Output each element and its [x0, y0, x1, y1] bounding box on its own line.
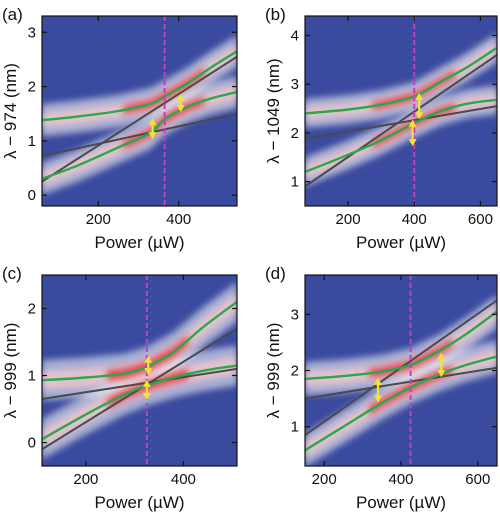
upper-polariton-branch	[42, 50, 237, 122]
y-tick-label: 1	[291, 419, 299, 436]
y-tick-label: 3	[291, 76, 299, 93]
panel-1: 200 400 0 1 2 3 Power (µW) λ − 974 (nm) (a)	[1, 5, 238, 252]
splitting-arrow-head-down	[176, 105, 185, 112]
splitting-arrow-head-down	[144, 368, 153, 376]
heatmap-area	[42, 275, 237, 466]
panel-label: (a)	[2, 5, 23, 24]
x-tick-label: 200	[86, 211, 111, 228]
splitting-arrow-head-up	[415, 92, 424, 100]
splitting-arrow-head-up	[176, 93, 185, 101]
y-tick-label: 1	[28, 133, 36, 150]
x-tick-label: 400	[171, 471, 196, 488]
x-axis-title: Power (µW)	[94, 493, 184, 512]
panel-3: 200 400 0 1 2 Power (µW) λ − 999 (nm) (c)	[1, 264, 238, 512]
splitting-arrow-head-down	[415, 112, 424, 120]
panel-4: 200 400 600 1 2 3 Power (µW) λ − 999 (nm) (d)	[264, 264, 498, 512]
splitting-arrow-head-down	[437, 370, 446, 378]
panel-label: (d)	[265, 264, 286, 283]
y-tick-label: 2	[28, 79, 36, 96]
splitting-arrow-head-down	[148, 132, 157, 140]
plot-frame	[304, 15, 498, 207]
emission-peak	[369, 338, 453, 378]
x-tick-label: 400	[166, 211, 191, 228]
emission-peak	[107, 334, 189, 381]
heatmap-area	[42, 16, 237, 206]
splitting-arrow-head-up	[437, 352, 446, 360]
lower-polariton-branch	[42, 90, 237, 181]
y-tick-label: 4	[291, 27, 299, 44]
splitting-arrow-head-up	[408, 119, 417, 127]
x-tick-label: 400	[402, 211, 427, 228]
panel-label: (b)	[265, 5, 286, 24]
splitting-arrow-head-up	[142, 379, 151, 387]
splitting-arrow-head-down	[373, 395, 382, 403]
bare-mode-line-2	[42, 55, 237, 183]
plot-frame	[41, 274, 238, 467]
splitting-arrow-head-down	[142, 392, 151, 400]
y-tick-label: 0	[28, 187, 36, 204]
bare-mode-line-1	[42, 112, 237, 158]
y-axis-title: λ − 974 (nm)	[1, 63, 20, 159]
y-axis-title: λ − 1049 (nm)	[264, 58, 283, 163]
x-tick-label: 200	[312, 471, 337, 488]
x-axis-title: Power (µW)	[356, 233, 446, 252]
y-tick-label: 3	[28, 24, 36, 41]
x-tick-label: 600	[465, 471, 490, 488]
emission-peak	[372, 69, 456, 110]
y-tick-label: 0	[28, 435, 36, 452]
x-tick-label: 200	[336, 211, 361, 228]
plot-frame	[41, 15, 238, 207]
y-tick-label: 1	[28, 368, 36, 385]
splitting-arrow-head-up	[144, 355, 153, 363]
x-tick-label: 400	[388, 471, 413, 488]
splitting-arrow-head-down	[408, 139, 417, 147]
heatmap-area	[305, 275, 497, 466]
heatmap-area	[305, 16, 497, 206]
bare-mode-line-1	[305, 366, 497, 400]
bare-mode-line-2	[305, 54, 497, 188]
x-tick-label: 200	[73, 471, 98, 488]
x-axis-title: Power (µW)	[356, 493, 446, 512]
emission-peak	[123, 67, 205, 115]
y-axis-title: λ − 999 (nm)	[1, 323, 20, 419]
y-tick-label: 1	[291, 174, 299, 191]
y-tick-label: 2	[291, 363, 299, 380]
splitting-arrow-head-up	[373, 377, 382, 385]
x-axis-title: Power (µW)	[94, 233, 184, 252]
y-tick-label: 3	[291, 306, 299, 323]
panel-label: (c)	[2, 264, 22, 283]
y-tick-label: 2	[291, 125, 299, 142]
y-tick-label: 2	[28, 301, 36, 318]
x-tick-label: 600	[468, 211, 493, 228]
bare-mode-line-1	[305, 105, 497, 140]
y-axis-title: λ − 999 (nm)	[264, 323, 283, 419]
panel-2: 200 400 600 1 2 3 4 Power (µW) λ − 1049 (nm) (b)	[264, 5, 498, 252]
bare-mode-line-1	[42, 367, 237, 400]
splitting-arrow-head-up	[148, 118, 157, 126]
